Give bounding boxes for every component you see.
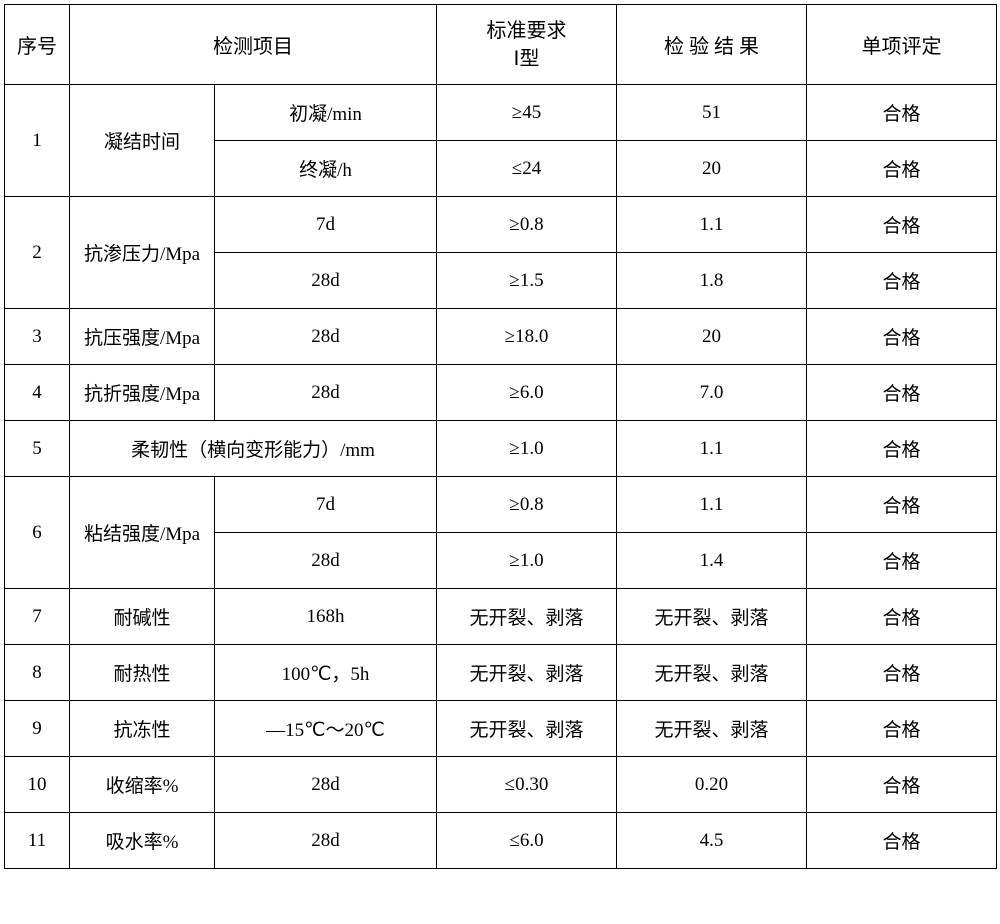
cell-standard: 无开裂、剥落 bbox=[437, 701, 617, 757]
cell-sublabel: 28d bbox=[215, 253, 437, 309]
cell-standard: 无开裂、剥落 bbox=[437, 645, 617, 701]
cell-param: 抗冻性 bbox=[70, 701, 215, 757]
cell-standard: ≥1.0 bbox=[437, 533, 617, 589]
cell-eval: 合格 bbox=[807, 85, 997, 141]
cell-seq: 3 bbox=[5, 309, 70, 365]
cell-seq: 2 bbox=[5, 197, 70, 309]
header-standard-line1: 标准要求 bbox=[437, 17, 616, 45]
cell-standard: ≥6.0 bbox=[437, 365, 617, 421]
table-row: 6 粘结强度/Mpa 7d ≥0.8 1.1 合格 bbox=[5, 477, 997, 533]
cell-seq: 7 bbox=[5, 589, 70, 645]
cell-eval: 合格 bbox=[807, 701, 997, 757]
table-row: 7 耐碱性 168h 无开裂、剥落 无开裂、剥落 合格 bbox=[5, 589, 997, 645]
cell-standard: ≤0.30 bbox=[437, 757, 617, 813]
cell-result: 20 bbox=[617, 141, 807, 197]
cell-param: 吸水率% bbox=[70, 813, 215, 869]
cell-standard: 无开裂、剥落 bbox=[437, 589, 617, 645]
table-row: 10 收缩率% 28d ≤0.30 0.20 合格 bbox=[5, 757, 997, 813]
cell-seq: 9 bbox=[5, 701, 70, 757]
cell-sublabel: 28d bbox=[215, 309, 437, 365]
header-standard-line2: Ⅰ型 bbox=[437, 45, 616, 73]
table-row: 1 凝结时间 初凝/min ≥45 51 合格 bbox=[5, 85, 997, 141]
cell-result: 无开裂、剥落 bbox=[617, 589, 807, 645]
cell-standard: ≤24 bbox=[437, 141, 617, 197]
cell-sublabel: 终凝/h bbox=[215, 141, 437, 197]
table-header-row: 序号 检测项目 标准要求 Ⅰ型 检 验 结 果 单项评定 bbox=[5, 5, 997, 85]
cell-result: 无开裂、剥落 bbox=[617, 701, 807, 757]
cell-seq: 4 bbox=[5, 365, 70, 421]
cell-seq: 11 bbox=[5, 813, 70, 869]
header-seq: 序号 bbox=[5, 5, 70, 85]
cell-sublabel: 28d bbox=[215, 365, 437, 421]
cell-sublabel: 100℃，5h bbox=[215, 645, 437, 701]
cell-eval: 合格 bbox=[807, 365, 997, 421]
cell-result: 无开裂、剥落 bbox=[617, 645, 807, 701]
header-test-item: 检测项目 bbox=[70, 5, 437, 85]
cell-result: 7.0 bbox=[617, 365, 807, 421]
cell-param: 凝结时间 bbox=[70, 85, 215, 197]
cell-param: 耐热性 bbox=[70, 645, 215, 701]
cell-param: 粘结强度/Mpa bbox=[70, 477, 215, 589]
cell-eval: 合格 bbox=[807, 589, 997, 645]
table-row: 3 抗压强度/Mpa 28d ≥18.0 20 合格 bbox=[5, 309, 997, 365]
cell-eval: 合格 bbox=[807, 253, 997, 309]
cell-param: 收缩率% bbox=[70, 757, 215, 813]
cell-param: 抗压强度/Mpa bbox=[70, 309, 215, 365]
cell-standard: ≥18.0 bbox=[437, 309, 617, 365]
cell-eval: 合格 bbox=[807, 477, 997, 533]
cell-sublabel: 28d bbox=[215, 757, 437, 813]
header-standard: 标准要求 Ⅰ型 bbox=[437, 5, 617, 85]
cell-seq: 10 bbox=[5, 757, 70, 813]
test-results-table: 序号 检测项目 标准要求 Ⅰ型 检 验 结 果 单项评定 1 凝结时间 初凝/m… bbox=[4, 4, 997, 869]
cell-standard: ≥1.0 bbox=[437, 421, 617, 477]
table-row: 8 耐热性 100℃，5h 无开裂、剥落 无开裂、剥落 合格 bbox=[5, 645, 997, 701]
cell-param: 耐碱性 bbox=[70, 589, 215, 645]
cell-param-merged: 柔韧性（横向变形能力）/mm bbox=[70, 421, 437, 477]
header-result: 检 验 结 果 bbox=[617, 5, 807, 85]
cell-eval: 合格 bbox=[807, 141, 997, 197]
cell-standard: ≥0.8 bbox=[437, 197, 617, 253]
cell-seq: 6 bbox=[5, 477, 70, 589]
cell-standard: ≤6.0 bbox=[437, 813, 617, 869]
cell-result: 0.20 bbox=[617, 757, 807, 813]
cell-result: 1.1 bbox=[617, 477, 807, 533]
table-row: 11 吸水率% 28d ≤6.0 4.5 合格 bbox=[5, 813, 997, 869]
cell-standard: ≥0.8 bbox=[437, 477, 617, 533]
cell-sublabel: 28d bbox=[215, 813, 437, 869]
cell-sublabel: 7d bbox=[215, 197, 437, 253]
cell-seq: 5 bbox=[5, 421, 70, 477]
cell-sublabel: —15℃～20℃ bbox=[215, 701, 437, 757]
cell-param: 抗折强度/Mpa bbox=[70, 365, 215, 421]
cell-eval: 合格 bbox=[807, 757, 997, 813]
cell-result: 20 bbox=[617, 309, 807, 365]
table-row: 2 抗渗压力/Mpa 7d ≥0.8 1.1 合格 bbox=[5, 197, 997, 253]
cell-eval: 合格 bbox=[807, 197, 997, 253]
header-evaluation: 单项评定 bbox=[807, 5, 997, 85]
cell-result: 1.4 bbox=[617, 533, 807, 589]
cell-eval: 合格 bbox=[807, 645, 997, 701]
cell-sublabel: 168h bbox=[215, 589, 437, 645]
table-row: 9 抗冻性 —15℃～20℃ 无开裂、剥落 无开裂、剥落 合格 bbox=[5, 701, 997, 757]
cell-standard: ≥1.5 bbox=[437, 253, 617, 309]
cell-result: 4.5 bbox=[617, 813, 807, 869]
table-row: 4 抗折强度/Mpa 28d ≥6.0 7.0 合格 bbox=[5, 365, 997, 421]
cell-sublabel: 初凝/min bbox=[215, 85, 437, 141]
cell-standard: ≥45 bbox=[437, 85, 617, 141]
cell-result: 51 bbox=[617, 85, 807, 141]
cell-eval: 合格 bbox=[807, 533, 997, 589]
cell-result: 1.1 bbox=[617, 197, 807, 253]
cell-sublabel: 7d bbox=[215, 477, 437, 533]
cell-seq: 1 bbox=[5, 85, 70, 197]
cell-eval: 合格 bbox=[807, 309, 997, 365]
cell-eval: 合格 bbox=[807, 421, 997, 477]
cell-seq: 8 bbox=[5, 645, 70, 701]
table-row: 5 柔韧性（横向变形能力）/mm ≥1.0 1.1 合格 bbox=[5, 421, 997, 477]
cell-sublabel: 28d bbox=[215, 533, 437, 589]
cell-result: 1.8 bbox=[617, 253, 807, 309]
cell-param: 抗渗压力/Mpa bbox=[70, 197, 215, 309]
cell-eval: 合格 bbox=[807, 813, 997, 869]
cell-result: 1.1 bbox=[617, 421, 807, 477]
